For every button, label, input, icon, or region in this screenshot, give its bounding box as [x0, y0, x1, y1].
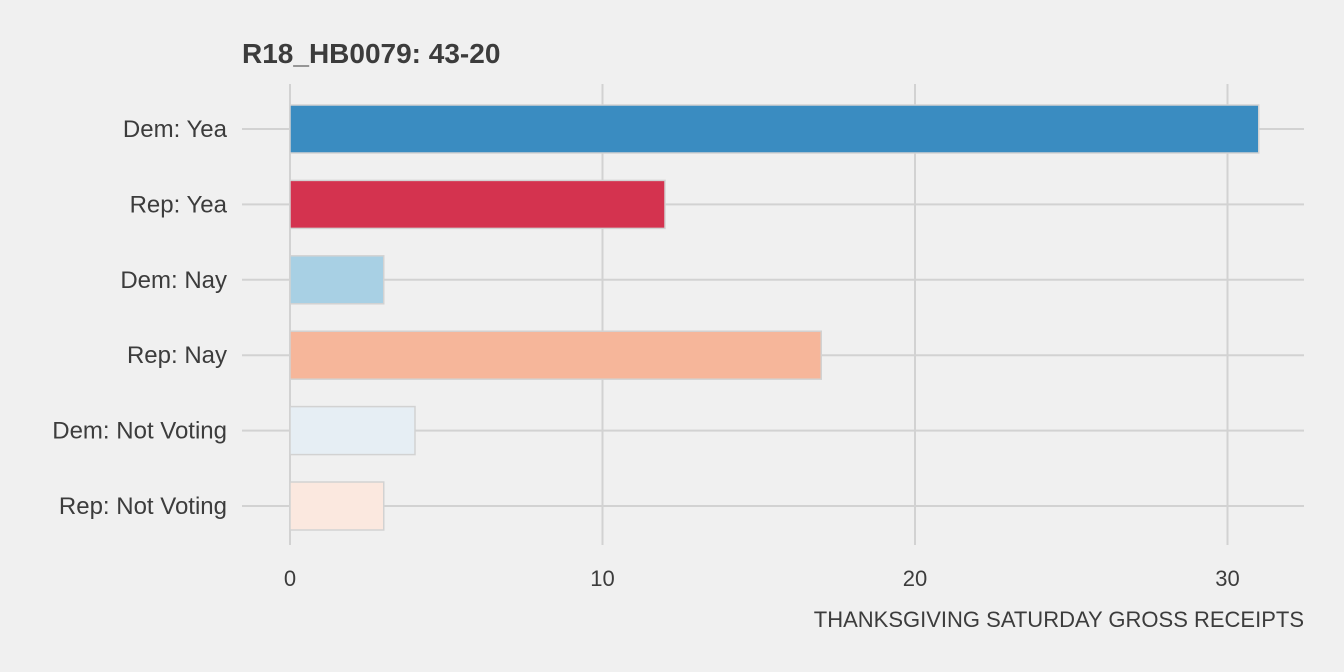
- x-tick-label: 30: [1215, 566, 1239, 591]
- chart-title: R18_HB0079: 43-20: [242, 38, 500, 69]
- x-tick-label: 20: [903, 566, 927, 591]
- y-category-label: Rep: Yea: [130, 191, 228, 218]
- y-category-label: Rep: Nay: [127, 342, 227, 369]
- bar: [289, 405, 416, 456]
- x-tick-label: 0: [284, 566, 296, 591]
- y-category-label: Dem: Nay: [120, 267, 227, 294]
- bar: [289, 104, 1260, 154]
- x-axis-title: THANKSGIVING SATURDAY GROSS RECEIPTS: [814, 607, 1304, 632]
- y-category-label: Rep: Not Voting: [59, 493, 227, 520]
- y-category-label: Dem: Not Voting: [52, 418, 227, 445]
- label-layer: 0 10 20 30 Dem: Yea Rep: Yea Dem: Nay Rep: Nay D…: [52, 116, 1239, 591]
- y-category-label: Dem: Yea: [123, 116, 228, 143]
- bar: [289, 330, 822, 380]
- bar: [289, 179, 666, 230]
- bar: [289, 255, 385, 305]
- bar-layer: [289, 104, 1260, 531]
- x-tick-label: 10: [590, 566, 614, 591]
- bar: [289, 481, 385, 531]
